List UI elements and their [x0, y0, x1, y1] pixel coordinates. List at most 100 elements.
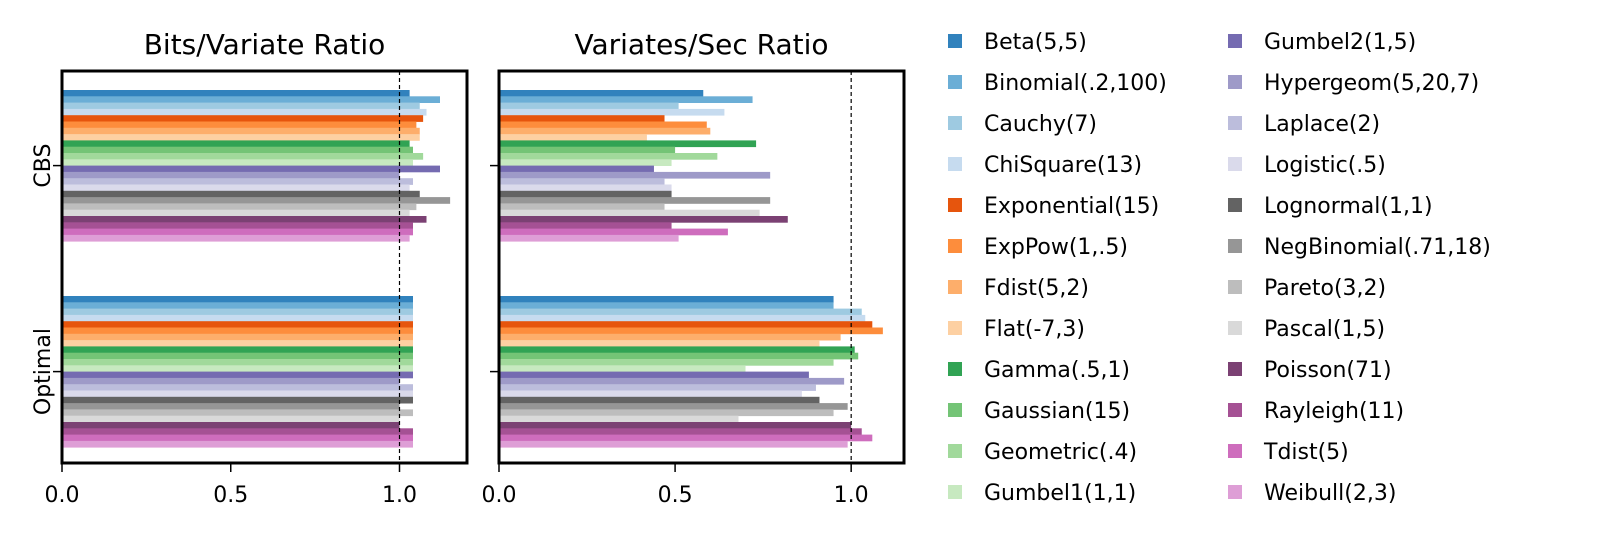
- bar: [62, 121, 417, 129]
- legend-item: Exponential(15): [948, 194, 1159, 219]
- legend-item: Rayleigh(11): [1228, 399, 1404, 424]
- x-tick-label: 1.0: [834, 483, 869, 508]
- legend-label: Logistic(.5): [1264, 153, 1386, 178]
- x-tick-label: 0.0: [45, 483, 80, 508]
- bar: [499, 146, 676, 154]
- bar: [62, 228, 413, 236]
- bar: [499, 153, 718, 160]
- legend-swatch: [948, 116, 962, 130]
- legend-label: Laplace(2): [1264, 112, 1380, 137]
- bar: [62, 390, 413, 398]
- bar: [62, 171, 400, 179]
- bar: [62, 296, 413, 303]
- legend-label: Exponential(15): [984, 194, 1159, 219]
- bar: [499, 327, 883, 335]
- bar: [499, 96, 753, 103]
- bar: [62, 302, 413, 309]
- bar: [62, 327, 413, 335]
- bar: [62, 146, 413, 154]
- bar: [499, 90, 704, 97]
- legend-swatch: [948, 321, 962, 335]
- bar: [499, 197, 771, 204]
- bar: [62, 321, 413, 328]
- legend-swatch: [1228, 198, 1242, 212]
- bar: [62, 102, 420, 110]
- plot-frame: [497, 69, 906, 465]
- legend-swatch: [948, 239, 962, 253]
- bar: [499, 234, 679, 242]
- legend-label: NegBinomial(.71,18): [1264, 235, 1491, 260]
- bar: [62, 197, 451, 204]
- x-tick-label: 0.5: [213, 483, 248, 508]
- bar: [62, 403, 400, 410]
- bar: [499, 396, 820, 404]
- bar: [62, 346, 413, 354]
- legend-item: Gumbel1(1,1): [948, 481, 1136, 506]
- bar: [62, 434, 413, 442]
- bar: [499, 108, 725, 116]
- bar: [62, 190, 420, 198]
- legend: Beta(5,5) Binomial(.2,100) Cauchy(7) ChiSqu…: [948, 30, 1491, 506]
- bar: [62, 178, 413, 185]
- legend-label: Pascal(1,5): [1264, 317, 1385, 342]
- bar: [499, 165, 654, 173]
- legend-swatch: [1228, 157, 1242, 171]
- legend-label: Gaussian(15): [984, 399, 1130, 424]
- bar: [62, 359, 413, 366]
- bar: [499, 390, 802, 398]
- legend-swatch: [1228, 485, 1242, 499]
- legend-item: Gaussian(15): [948, 399, 1130, 424]
- legend-item: NegBinomial(.71,18): [1228, 235, 1491, 260]
- legend-item: Geometric(.4): [948, 440, 1137, 465]
- legend-swatch: [948, 444, 962, 458]
- legend-label: Binomial(.2,100): [984, 71, 1167, 96]
- legend-item: Binomial(.2,100): [948, 71, 1167, 96]
- legend-swatch: [948, 34, 962, 48]
- panel-title: Variates/Sec Ratio: [575, 28, 829, 61]
- bar: [499, 296, 834, 303]
- bar: [499, 102, 679, 110]
- legend-item: Fdist(5,2): [948, 276, 1089, 301]
- bar: [499, 365, 746, 372]
- legend-swatch: [1228, 444, 1242, 458]
- bar: [499, 440, 848, 448]
- legend-swatch: [948, 362, 962, 376]
- bar: [499, 403, 848, 410]
- legend-label: Lognormal(1,1): [1264, 194, 1433, 219]
- legend-item: Pareto(3,2): [1228, 276, 1386, 301]
- legend-label: Beta(5,5): [984, 30, 1087, 55]
- bar: [499, 178, 665, 185]
- legend-swatch: [948, 280, 962, 294]
- bar: [62, 384, 413, 391]
- x-tick-label: 1.0: [382, 483, 417, 508]
- bar: [499, 321, 873, 328]
- legend-swatch: [1228, 75, 1242, 89]
- bar: [62, 365, 413, 372]
- legend-swatch: [948, 157, 962, 171]
- legend-label: Hypergeom(5,20,7): [1264, 71, 1479, 96]
- legend-item: Pascal(1,5): [1228, 317, 1385, 342]
- legend-label: Flat(-7,3): [984, 317, 1085, 342]
- legend-item: Logistic(.5): [1228, 153, 1386, 178]
- legend-label: Rayleigh(11): [1264, 399, 1404, 424]
- legend-item: Lognormal(1,1): [1228, 194, 1433, 219]
- bar: [499, 184, 672, 192]
- legend-swatch: [948, 198, 962, 212]
- legend-label: Tdist(5): [1263, 440, 1349, 465]
- bar: [62, 134, 420, 141]
- bar: [499, 302, 834, 309]
- bar: [499, 352, 859, 360]
- legend-label: Gumbel1(1,1): [984, 481, 1136, 506]
- bar: [499, 428, 862, 435]
- legend-item: Laplace(2): [1228, 112, 1380, 137]
- legend-item: Poisson(71): [1228, 358, 1392, 383]
- bar: [62, 333, 413, 341]
- bar: [499, 203, 665, 211]
- bar: [62, 440, 413, 448]
- bar: [62, 159, 413, 166]
- legend-label: ChiSquare(13): [984, 153, 1142, 178]
- legend-item: Gumbel2(1,5): [1228, 30, 1416, 55]
- x-tick-label: 0.5: [658, 483, 693, 508]
- bar: [62, 371, 413, 379]
